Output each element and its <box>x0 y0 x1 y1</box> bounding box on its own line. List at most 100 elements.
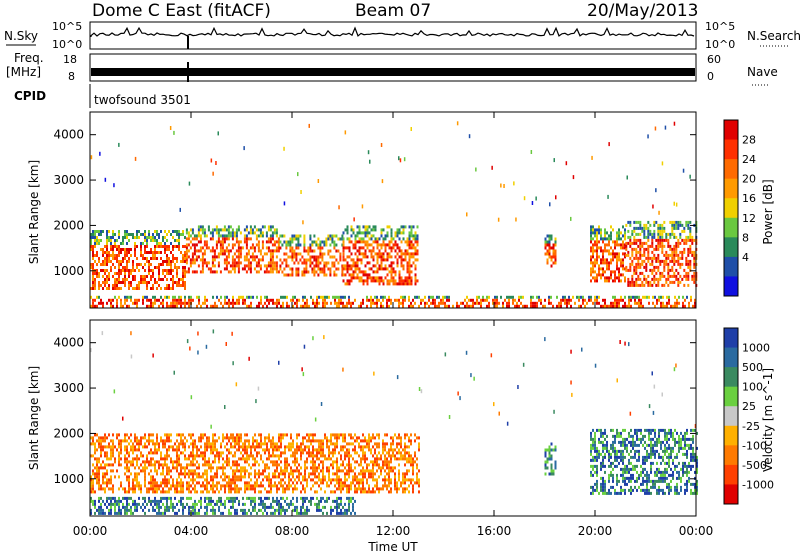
velocity-sparse-echoes <box>90 329 697 429</box>
power-region-1 <box>185 225 280 274</box>
power-region-0 <box>90 230 186 290</box>
velocity-colorbar-tick-2: 100 <box>742 381 763 394</box>
power-region-2 <box>279 234 344 277</box>
velocity-colorbar-frame <box>723 327 739 505</box>
power-colorbar-swatch-3 <box>724 178 738 199</box>
velocity-colorbar-tick-3: 25 <box>742 400 756 413</box>
xtick-label-6: 00:00 <box>679 524 714 538</box>
power-region-6 <box>625 220 698 287</box>
power-colorbar-swatch-6 <box>724 237 738 258</box>
beam-title: Beam 07 <box>355 1 431 21</box>
velocity-ytick-label-0: 1000 <box>53 472 84 486</box>
xtick-label-5: 20:00 <box>578 524 613 538</box>
power-data <box>90 121 698 308</box>
velocity-region-0 <box>90 433 420 494</box>
velocity-colorbar: 1000 500 100 25 -25 -100 -500 -1000 <box>723 327 774 505</box>
velocity-colorbar-tick-5: -100 <box>742 439 767 452</box>
nsky-label: N.Sky <box>4 29 38 43</box>
power-colorbar-tick-6: 4 <box>742 251 749 264</box>
velocity-ticks: 1000 2000 3000 4000 <box>53 336 696 486</box>
velocity-colorbar-tick-7: -1000 <box>742 478 774 491</box>
power-ytick-label-2: 3000 <box>53 173 84 187</box>
xtick-label-1: 04:00 <box>174 524 209 538</box>
freq-label-line2: [MHz] <box>6 65 41 79</box>
power-region-4 <box>544 234 557 268</box>
nave-label: Nave <box>747 65 778 79</box>
velocity-colorbar-swatch-1 <box>724 347 738 368</box>
velocity-colorbar-swatch-4 <box>724 406 738 427</box>
noise-tick-left-top: 10^5 <box>52 20 82 33</box>
power-sparse-echoes <box>90 121 691 225</box>
velocity-colorbar-tick-4: -25 <box>742 420 760 433</box>
velocity-ytick-label-2: 3000 <box>53 381 84 395</box>
noise-tick-left-bottom: 10^0 <box>52 38 82 51</box>
velocity-colorbar-swatch-3 <box>724 386 738 407</box>
velocity-colorbar-swatch-5 <box>724 425 738 446</box>
velocity-colorbar-tick-1: 500 <box>742 361 763 374</box>
time-axis: 00:00 04:00 08:00 12:00 16:00 20:00 00:00 <box>73 112 714 538</box>
noise-trace-line <box>90 26 695 37</box>
xtick-label-4: 16:00 <box>477 524 512 538</box>
velocity-ytick-label-1: 2000 <box>53 426 84 440</box>
cpid-label: CPID <box>14 89 46 103</box>
power-colorbar-tick-1: 24 <box>742 153 756 166</box>
xtick-label-2: 08:00 <box>275 524 310 538</box>
freq-tick-top: 18 <box>63 53 77 66</box>
velocity-colorbar-swatch-7 <box>724 464 738 485</box>
xtick-label-3: 12:00 <box>376 524 411 538</box>
power-colorbar-frame <box>723 119 739 297</box>
velocity-colorbar-swatch-8 <box>724 484 738 505</box>
noise-panel <box>89 21 697 50</box>
cpid-value: twofsound 3501 <box>94 93 191 107</box>
velocity-region-2 <box>590 428 698 495</box>
velocity-colorbar-swatch-6 <box>724 445 738 466</box>
power-colorbar-tick-5: 8 <box>742 231 749 244</box>
power-colorbar-swatch-0 <box>724 120 738 141</box>
nave-tick-top: 60 <box>707 53 721 66</box>
freq-panel <box>89 53 697 82</box>
power-colorbar-tick-3: 16 <box>742 192 756 205</box>
noise-tick-right-top: 10^5 <box>705 20 735 33</box>
noise-tick-right-bottom: 10^0 <box>705 38 735 51</box>
xtick-label-0: 00:00 <box>73 524 108 538</box>
power-colorbar-swatch-8 <box>724 276 738 297</box>
freq-band <box>91 68 695 76</box>
power-region-7 <box>90 295 696 308</box>
power-colorbar-swatch-1 <box>724 139 738 160</box>
date-title: 20/May/2013 <box>587 1 699 21</box>
power-colorbar-swatch-5 <box>724 217 738 238</box>
velocity-region-1 <box>544 442 557 476</box>
power-ytick-label-1: 2000 <box>53 218 84 232</box>
time-axis-label: Time UT <box>367 540 418 554</box>
velocity-colorbar-swatch-0 <box>724 328 738 349</box>
velocity-colorbar-swatch-2 <box>724 367 738 388</box>
power-colorbar-label: Power [dB] <box>761 179 775 244</box>
freq-tick-bottom: 8 <box>68 70 75 83</box>
velocity-data <box>90 329 698 515</box>
velocity-colorbar-tick-6: -500 <box>742 459 767 472</box>
freq-label-line1: Freq. <box>14 51 44 65</box>
power-colorbar-swatch-2 <box>724 159 738 180</box>
power-colorbar-tick-0: 28 <box>742 134 756 147</box>
velocity-region-3 <box>90 496 356 515</box>
power-region-5 <box>590 225 626 283</box>
velocity-colorbar-label: Velocity [m s^-1] <box>761 368 775 472</box>
power-ytick-label-0: 1000 <box>53 264 84 278</box>
velocity-ylabel: Slant Range [km] <box>27 366 41 470</box>
power-ytick-label-3: 4000 <box>53 128 84 142</box>
power-colorbar-swatch-4 <box>724 198 738 219</box>
power-colorbar-swatch-7 <box>724 256 738 277</box>
noise-trace <box>90 26 695 49</box>
station-title: Dome C East (fitACF) <box>92 1 271 21</box>
power-colorbar-tick-4: 12 <box>742 212 756 225</box>
velocity-ytick-label-3: 4000 <box>53 336 84 350</box>
power-ylabel: Slant Range [km] <box>27 160 41 264</box>
power-colorbar-tick-2: 20 <box>742 173 756 186</box>
power-ticks: 1000 2000 3000 4000 <box>53 128 696 278</box>
nave-tick-bottom: 0 <box>707 70 714 83</box>
nsearch-label: N.Search <box>747 29 800 43</box>
velocity-colorbar-tick-0: 1000 <box>742 342 770 355</box>
power-region-3 <box>342 225 419 286</box>
power-colorbar: 28 24 20 16 12 8 4 <box>723 119 756 297</box>
